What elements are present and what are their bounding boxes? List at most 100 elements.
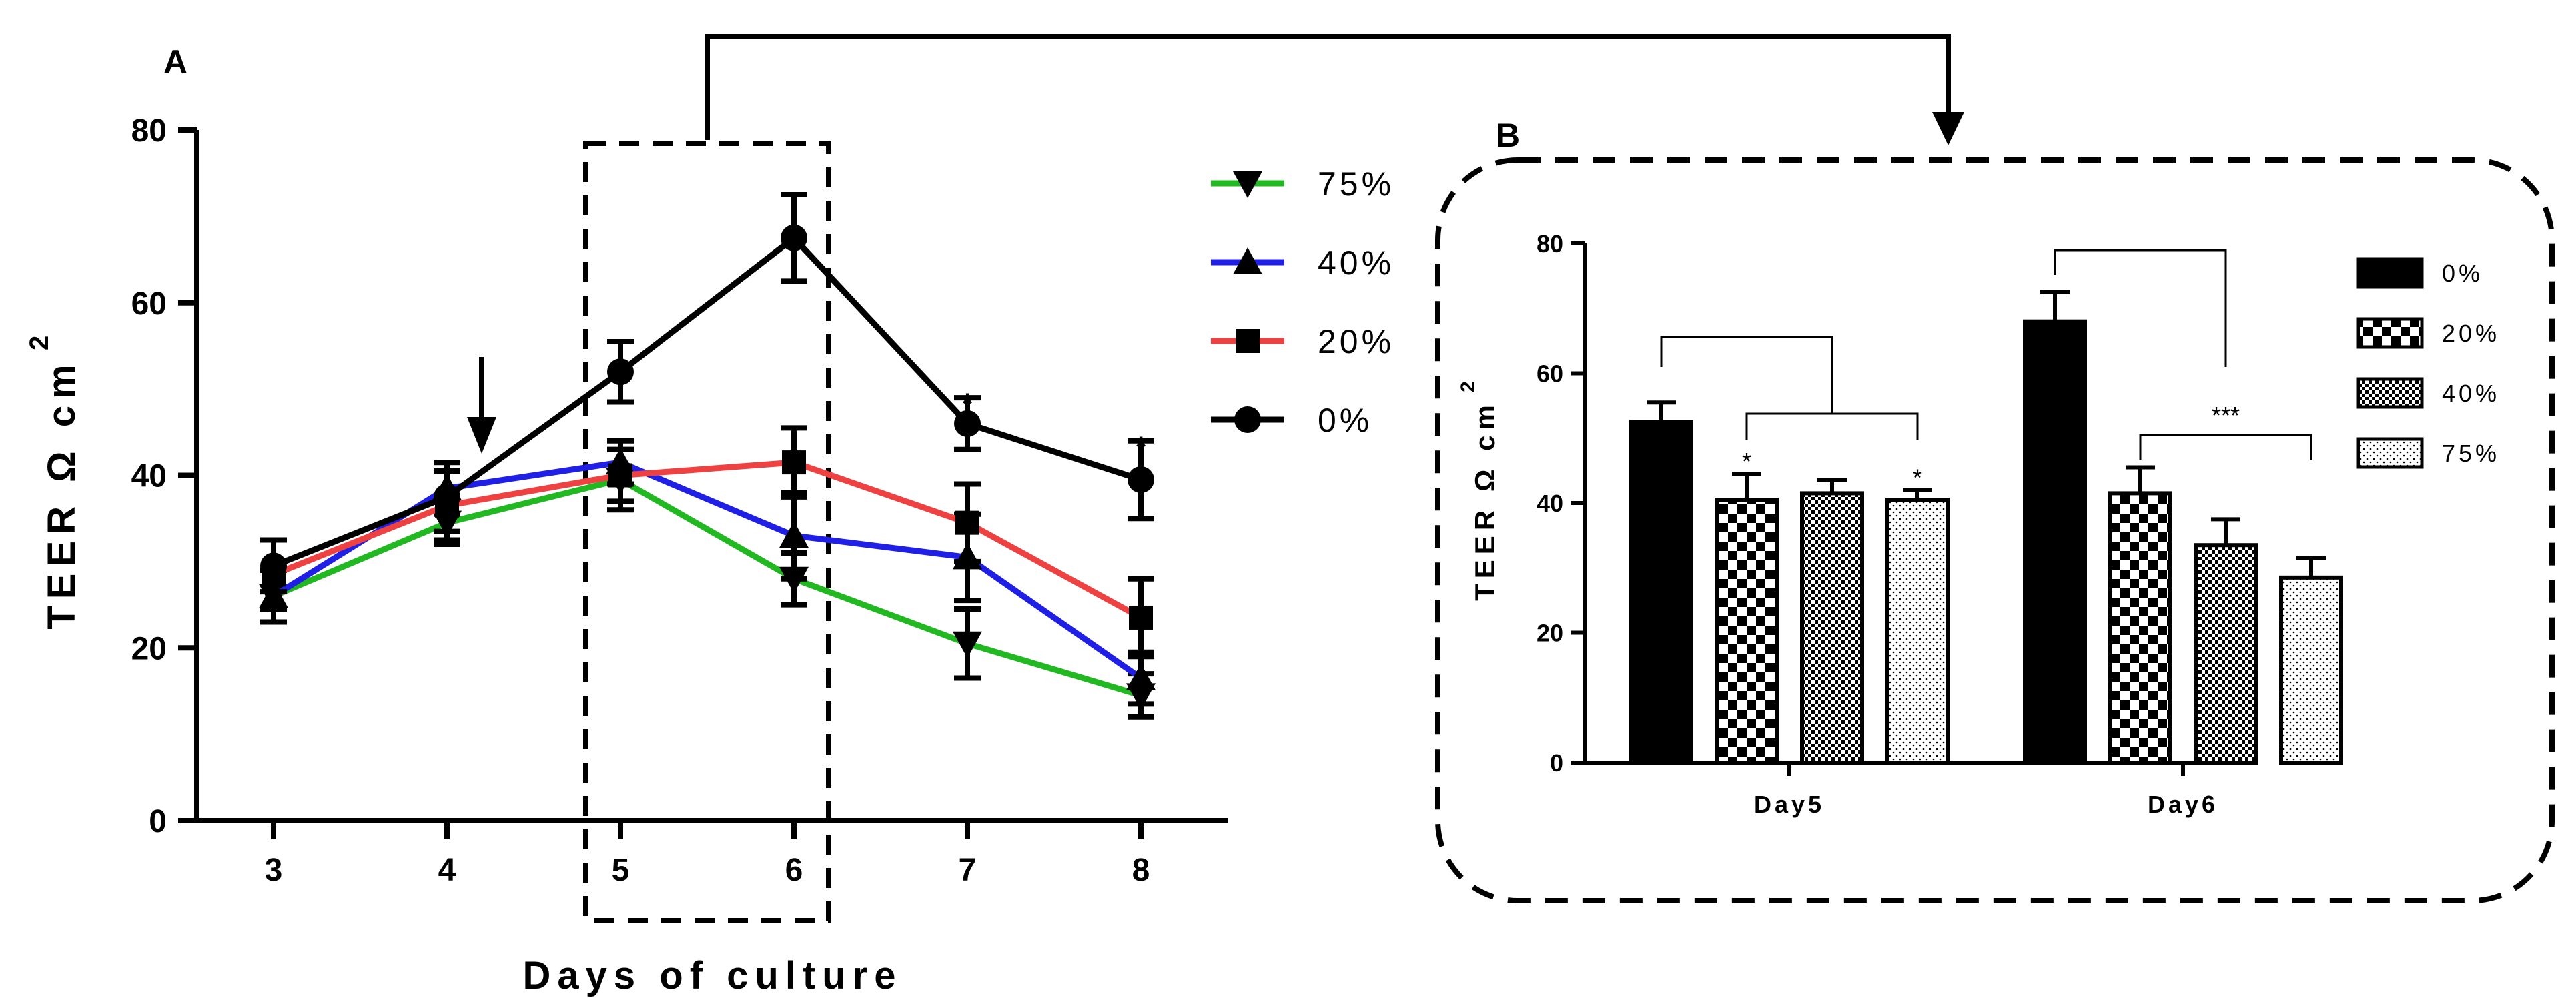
panel-a-y-tick-label: 80 [131, 113, 167, 149]
panel-a-line-chart: 0 20 40 60 80 3 4 5 6 7 8 Days of culture TEER Ω c… [25, 113, 1394, 997]
panel-a-data-point [1126, 663, 1156, 690]
panel-a-legend-item-0: 75% [1211, 165, 1394, 203]
panel-label-b: B [1496, 117, 1520, 154]
panel-a-data-point [781, 224, 807, 252]
panel-a-y-axis-title-group: TEER Ω cm 2 [25, 329, 83, 630]
panel-a-y-tick-label: 40 [131, 459, 167, 494]
panel-b-legend-swatch [2356, 377, 2424, 409]
panel-a-axes: 0 20 40 60 80 3 4 5 6 7 8 [131, 113, 1228, 923]
panel-a-y-tick-label: 60 [131, 286, 167, 322]
panel-a-annotations: ** [961, 388, 1147, 464]
panel-b-bar [1800, 491, 1864, 765]
panel-b-bracket-day5-main [1660, 336, 1833, 414]
panel-b-legend-label: 20% [2442, 320, 2500, 347]
panel-b-legend-label: 0% [2442, 260, 2483, 287]
panel-a-series [259, 192, 1156, 720]
panel-b-bracket-day5-group [1745, 412, 1919, 440]
panel-b-legend-item-2: 40% [2356, 377, 2500, 409]
panel-b-dashed-frame [1435, 157, 2555, 903]
panel-b-legend-swatch [2356, 317, 2424, 349]
panel-b-y-axis-title-group: TEER Ω cm 2 [1457, 376, 1500, 601]
panel-b-y-tick-label: 0 [1550, 749, 1563, 777]
panel-a-x-tick-label: 7 [959, 853, 977, 888]
panel-a-data-point [955, 510, 979, 535]
panel-b-bracket-day6-group [2139, 434, 2312, 460]
panel-a-data-point [779, 521, 809, 548]
panel-a-y-axis-superscript: 2 [25, 329, 54, 350]
panel-a-legend-item-1: 40% [1211, 244, 1394, 282]
panel-a-series-1 [259, 438, 1156, 707]
panel-b-legend-item-0: 0% [2356, 257, 2483, 289]
panel-a-legend-marker [1233, 171, 1262, 198]
panel-a-data-point [954, 410, 981, 437]
panel-b-legend-item-1: 20% [2356, 317, 2500, 349]
panel-a-legend-item-3: 0% [1211, 402, 1372, 439]
panel-b-bar [2108, 491, 2172, 765]
panel-b-bar [2279, 575, 2343, 765]
panel-a-y-axis-title: TEER Ω cm [40, 358, 83, 629]
panel-b-legend: 0% 20% 40% 75% [2356, 257, 2500, 469]
panel-a-data-point [953, 631, 982, 658]
panel-a-data-point [1128, 466, 1154, 493]
panel-b-significance-star: * [1913, 464, 1922, 492]
panel-a-series-0 [259, 446, 1156, 720]
panel-a-x-axis-title: Days of culture [523, 954, 903, 997]
panel-a-legend-item-2: 20% [1211, 323, 1394, 360]
panel-b-category-label: Day5 [1754, 791, 1825, 818]
panel-b-y-tick-label: 20 [1537, 620, 1563, 647]
panel-b-y-tick-label: 80 [1537, 230, 1563, 258]
panel-a-x-tick-label: 6 [785, 853, 803, 888]
panel-a-y-tick-label: 0 [149, 804, 167, 839]
panel-a-legend-label: 75% [1318, 165, 1394, 203]
panel-a-legend-label: 20% [1318, 323, 1394, 360]
panel-a-data-point [607, 358, 634, 386]
panel-a-pointer-arrow-head [467, 417, 496, 454]
panel-b-legend-label: 40% [2442, 380, 2500, 407]
panel-b-legend-item-3: 75% [2356, 437, 2500, 469]
panel-label-a: A [163, 43, 187, 81]
panel-a-series-line [272, 235, 1142, 569]
panel-b-significance-triple-star: *** [2212, 402, 2240, 429]
panel-b-bar [2194, 543, 2258, 765]
panel-a-x-tick-label: 8 [1132, 853, 1150, 888]
panel-b-y-tick-label: 60 [1537, 360, 1563, 388]
panel-b-significance-brackets: *** [1660, 249, 2312, 460]
panel-a-legend-label: 0% [1318, 402, 1372, 439]
panel-b-bar [2023, 319, 2087, 765]
panel-b-bar [1629, 420, 1693, 765]
panel-b-bracket-day6-main [2054, 249, 2227, 367]
panel-b-legend-label: 75% [2442, 440, 2500, 467]
panel-a-series-line [272, 459, 1143, 681]
panel-a-legend-label: 40% [1318, 244, 1394, 282]
panel-b-legend-swatch [2356, 437, 2424, 469]
panel-a-highlight-box [583, 141, 831, 923]
panel-a-legend-marker [1234, 406, 1261, 433]
panel-a-x-tick-label: 3 [265, 853, 283, 888]
panel-a-data-point [434, 483, 460, 510]
panel-b-bars: ** [1629, 290, 2343, 765]
panel-a-data-point [782, 450, 806, 475]
panel-a-data-point [260, 552, 287, 580]
panel-b-legend-swatch [2356, 257, 2424, 289]
panel-a-x-tick-label: 5 [612, 853, 630, 888]
connector-arrow [705, 34, 1964, 145]
panel-a-y-tick-label: 20 [131, 631, 167, 666]
panel-a-significance-star: * [1135, 430, 1147, 463]
panel-a-significance-star: * [961, 388, 973, 420]
panel-b-y-tick-label: 40 [1537, 490, 1563, 517]
panel-a-data-point [1129, 605, 1153, 630]
panel-b-y-axis-title: TEER Ω cm [1469, 400, 1500, 601]
panel-a-data-point [608, 463, 632, 488]
panel-a-series-3 [260, 192, 1154, 595]
panel-b-category-label: Day6 [2148, 791, 2218, 818]
panel-b-bar [1715, 498, 1779, 765]
panel-a-x-tick-label: 4 [438, 853, 456, 888]
panel-a-legend-marker [1233, 247, 1262, 274]
panel-a-series-line [272, 476, 1142, 698]
panel-a-legend-marker [1236, 329, 1260, 353]
panel-b-y-axis-superscript: 2 [1457, 376, 1479, 392]
panel-b-significance-star: * [1742, 448, 1751, 475]
panel-a-legend: 75% 40% 20% 0% [1211, 165, 1394, 439]
